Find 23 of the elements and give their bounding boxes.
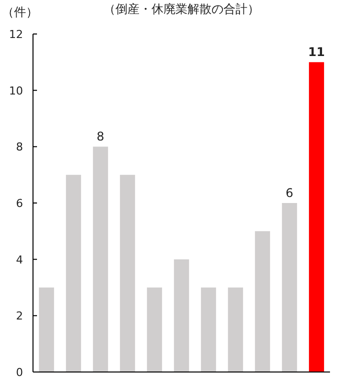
bar [66,174,82,372]
bar [92,146,108,372]
bar [308,62,324,372]
bar [254,231,270,372]
data-label: 11 [308,45,325,60]
y-tick-label: 0 [16,366,23,379]
bar [120,174,136,372]
bar [228,288,244,372]
bar [282,203,298,372]
bar [146,288,162,372]
bar [38,288,54,372]
bar [200,288,216,372]
chart-title: （倒産・休廃業解散の合計） [104,2,260,16]
y-tick-label: 6 [16,197,23,210]
y-tick-label: 10 [9,84,23,98]
y-tick-label: 4 [16,253,23,266]
bar [174,259,190,372]
data-label: 8 [96,130,104,144]
y-tick-label: 2 [16,310,23,323]
y-tick-label: 12 [9,28,23,41]
data-label: 6 [286,186,294,200]
y-axis-title: （件） [2,5,38,19]
y-tick-label: 8 [16,140,23,154]
